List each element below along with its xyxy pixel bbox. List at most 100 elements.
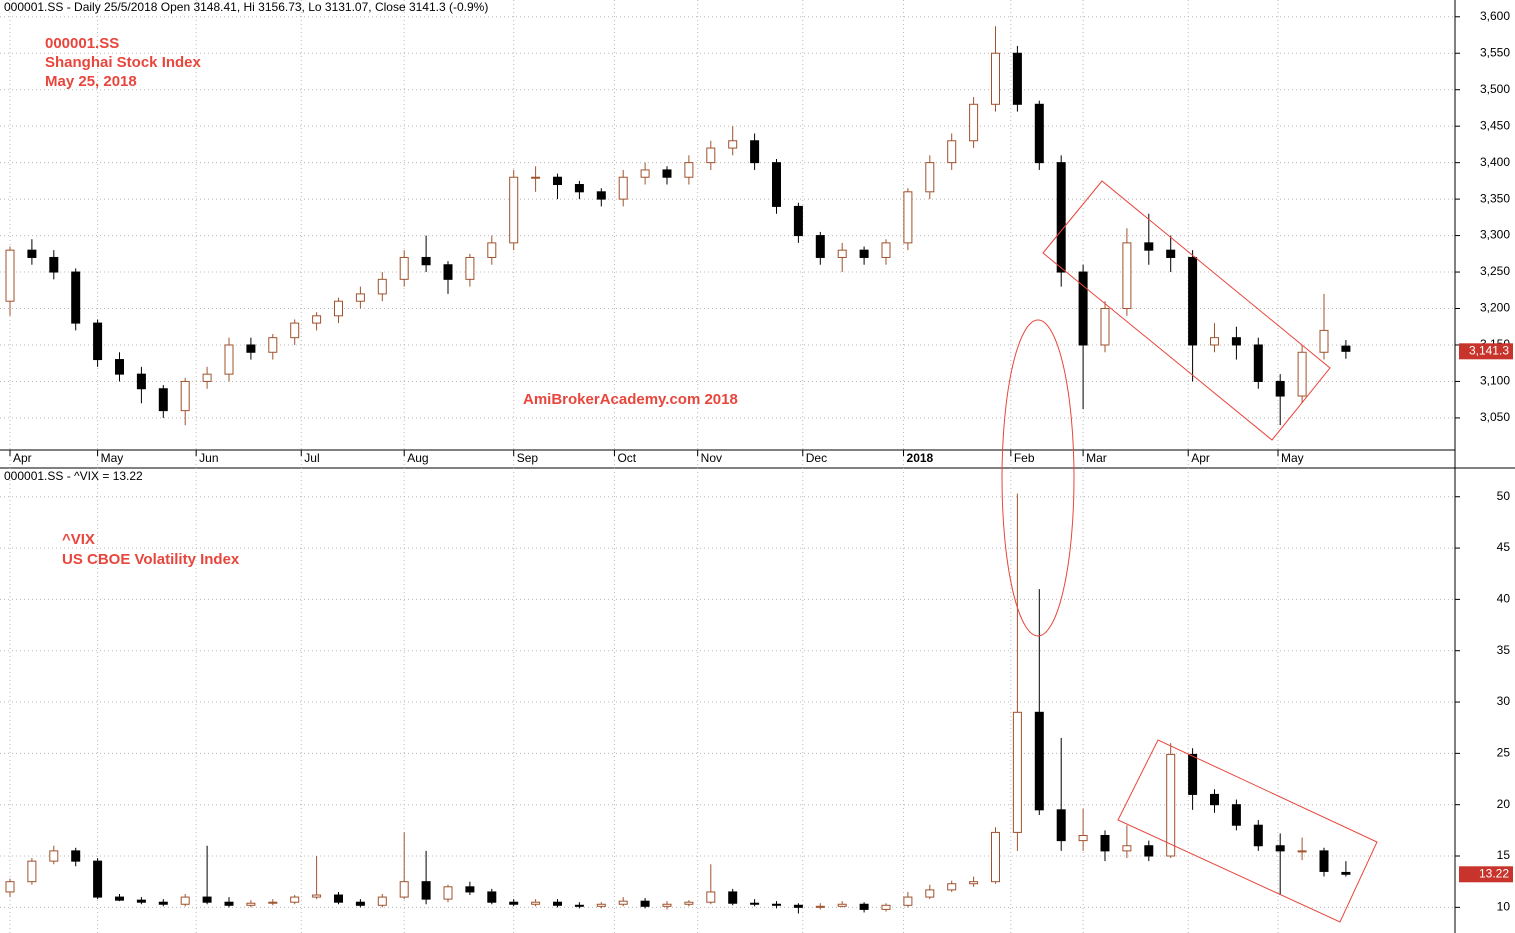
pane-header: 000001.SS - Daily 25/5/2018 Open 3148.41… <box>4 0 488 14</box>
candle-body <box>509 176 519 244</box>
last-value-tag <box>1459 866 1513 883</box>
candle-body <box>859 249 869 258</box>
candle-body <box>925 162 935 193</box>
candle-body <box>290 322 300 339</box>
annotation: May 25, 2018 <box>45 73 137 90</box>
y-tick-label: 3,050 <box>1480 410 1510 424</box>
candle-body <box>1297 850 1307 853</box>
candle-body <box>268 901 278 904</box>
candle-body <box>662 903 672 907</box>
y-tick-label: 3,450 <box>1480 118 1510 132</box>
candle-body <box>49 256 59 273</box>
candle-body <box>377 896 387 906</box>
candle-body <box>136 373 146 390</box>
y-tick-label: 3,500 <box>1480 82 1510 96</box>
candle-body <box>1144 242 1154 251</box>
candle-body <box>1034 711 1044 811</box>
y-tick-label: 20 <box>1497 797 1511 811</box>
candle-body <box>815 235 825 258</box>
candle-body <box>334 300 343 317</box>
x-tick-label: Apr <box>1191 451 1210 465</box>
x-tick-label: Mar <box>1086 451 1107 465</box>
candle-body <box>1253 824 1263 847</box>
candle-body <box>115 896 124 901</box>
candle-body <box>312 894 322 898</box>
candle-body <box>1210 793 1219 806</box>
candle-body <box>837 903 847 907</box>
candle-body <box>1253 344 1263 382</box>
y-tick-label: 3,100 <box>1480 374 1510 388</box>
candle-body <box>158 388 168 412</box>
y-tick-label: 3,250 <box>1480 264 1510 278</box>
candle-body <box>596 903 606 907</box>
candle-body <box>465 256 475 280</box>
candle-body <box>1100 308 1110 346</box>
candle-body <box>71 850 81 862</box>
candle-body <box>224 344 234 375</box>
candle-body <box>684 901 694 905</box>
x-tick-label: Nov <box>701 451 722 465</box>
candle-body <box>793 904 803 908</box>
candle-body <box>837 249 847 258</box>
candle-body <box>991 52 1000 105</box>
candle-body <box>1275 380 1285 397</box>
annotation: ^VIX <box>62 531 95 548</box>
annotation: AmiBrokerAcademy.com 2018 <box>523 391 738 408</box>
candle-body <box>202 373 212 382</box>
x-tick-label: Aug <box>407 451 428 465</box>
candle-body <box>1144 845 1154 857</box>
candle-body <box>618 176 628 200</box>
candle-body <box>5 249 15 302</box>
y-tick-label: 40 <box>1497 592 1511 606</box>
candle-body <box>1078 271 1088 346</box>
candle-body <box>640 900 650 907</box>
candle-body <box>969 881 979 885</box>
candle-body <box>1341 345 1351 352</box>
candle-body <box>443 264 453 280</box>
x-tick-label: 2018 <box>907 451 934 465</box>
y-tick-label: 25 <box>1497 746 1511 760</box>
y-tick-label: 3,600 <box>1480 9 1510 23</box>
candle-body <box>1188 753 1198 795</box>
candle-body <box>1231 804 1241 826</box>
y-tick-label: 30 <box>1497 694 1511 708</box>
candle-body <box>991 831 1000 883</box>
candle-body <box>553 176 562 186</box>
candle-body <box>640 169 650 178</box>
candle-body <box>1188 256 1198 346</box>
trend-channel <box>1042 180 1331 441</box>
candle-body <box>487 242 497 258</box>
candle-body <box>925 889 935 898</box>
candle-body <box>1122 242 1132 310</box>
pane-header: 000001.SS - ^VIX = 13.22 <box>4 469 143 483</box>
candle-body <box>881 242 891 258</box>
candle-body <box>1122 845 1132 852</box>
candle-body <box>728 891 738 904</box>
candle-body <box>224 901 234 906</box>
candle-body <box>443 886 453 900</box>
candle-body <box>1231 337 1241 346</box>
candle-body <box>859 903 869 910</box>
y-tick-label: 35 <box>1497 643 1511 657</box>
candle-body <box>1341 871 1351 875</box>
candle-body <box>1056 809 1066 842</box>
candle-body <box>815 905 825 908</box>
candle-body <box>618 900 628 905</box>
candle-body <box>750 140 760 164</box>
candle-body <box>136 899 146 903</box>
candle-body <box>1275 845 1285 852</box>
candle-body <box>290 896 300 903</box>
candle-body <box>1319 850 1329 872</box>
candle-body <box>772 903 781 906</box>
candle-body <box>421 256 431 266</box>
candle-body <box>1034 103 1044 164</box>
x-tick-label: Dec <box>806 451 827 465</box>
candle-body <box>728 140 738 149</box>
candle-body <box>27 860 37 883</box>
y-tick-label: 3,350 <box>1480 191 1510 205</box>
x-tick-label: Feb <box>1014 451 1035 465</box>
candle-body <box>947 883 957 891</box>
candle-body <box>399 881 409 898</box>
candle-body <box>93 860 103 898</box>
